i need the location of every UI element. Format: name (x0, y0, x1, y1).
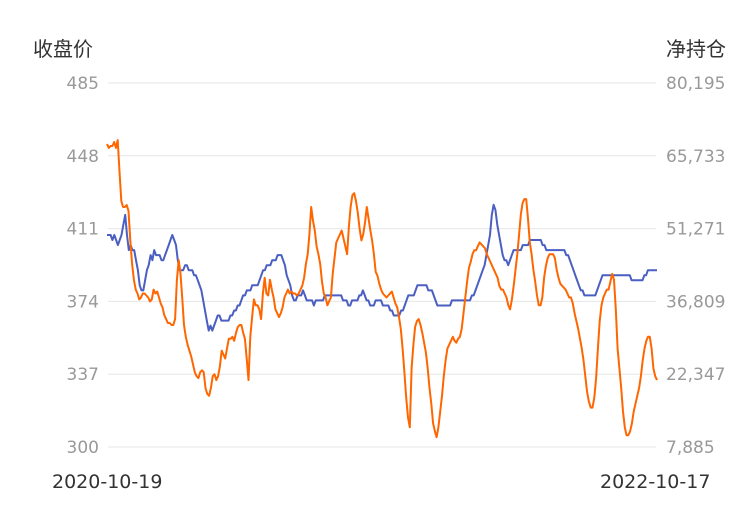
right-tick-label: 51,271 (666, 220, 725, 240)
x-start-date: 2020-10-19 (52, 471, 162, 493)
left-tick-label: 374 (67, 292, 99, 312)
left-tick-label: 300 (67, 438, 99, 458)
right-tick-label: 22,347 (666, 365, 725, 385)
right-tick-label: 7,885 (666, 438, 715, 458)
left-axis-title: 收盘价 (33, 37, 93, 61)
right-tick-label: 65,733 (666, 147, 725, 167)
left-tick-label: 485 (67, 74, 99, 94)
series-layer (106, 139, 658, 439)
right-tick-label: 80,195 (666, 74, 725, 94)
right-axis-ticks: 80,195 65,733 51,271 36,809 22,347 7,885 (666, 74, 725, 458)
gridlines (108, 82, 656, 448)
left-tick-label: 448 (67, 147, 99, 167)
net-position-line (107, 203, 657, 332)
left-tick-label: 337 (67, 365, 99, 385)
close-price-line (106, 139, 658, 439)
right-axis-title: 净持仓 (666, 37, 726, 61)
left-tick-label: 411 (67, 220, 99, 240)
right-tick-label: 36,809 (666, 292, 725, 312)
left-axis-ticks: 485 448 411 374 337 300 (67, 74, 99, 458)
x-end-date: 2022-10-17 (600, 471, 710, 493)
